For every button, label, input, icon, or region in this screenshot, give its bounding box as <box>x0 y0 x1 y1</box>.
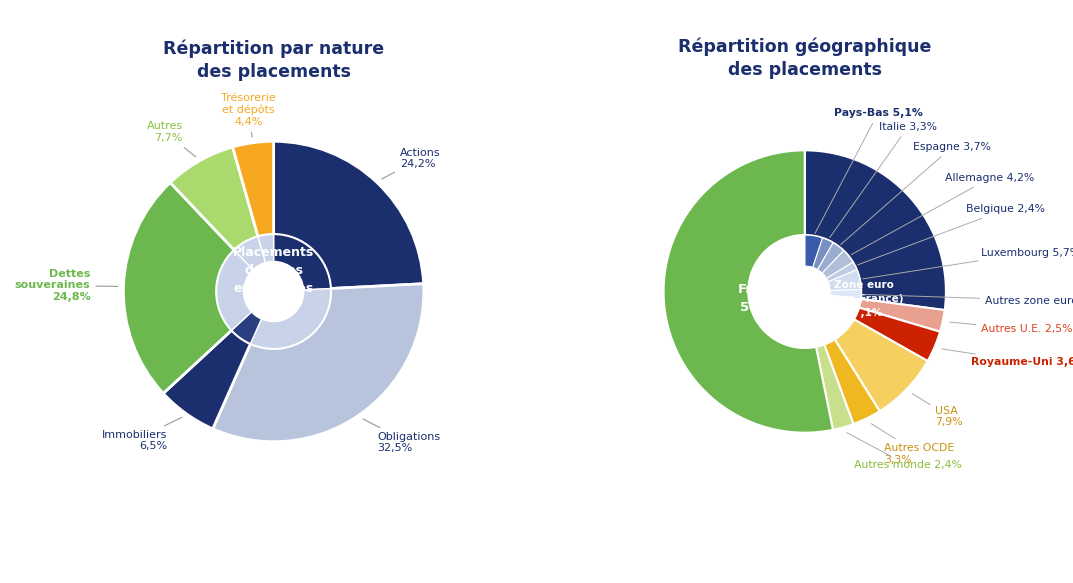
Text: Autres zone euro 2,8%: Autres zone euro 2,8% <box>864 294 1073 305</box>
Text: USA
7,9%: USA 7,9% <box>912 394 962 427</box>
Wedge shape <box>274 234 330 290</box>
Wedge shape <box>829 289 862 300</box>
Text: Pays-Bas 5,1%: Pays-Bas 5,1% <box>815 108 923 233</box>
Wedge shape <box>123 182 234 394</box>
Text: Espagne 3,7%: Espagne 3,7% <box>841 142 991 244</box>
Wedge shape <box>212 284 424 442</box>
Wedge shape <box>828 270 862 290</box>
Wedge shape <box>233 141 274 237</box>
Wedge shape <box>258 234 274 262</box>
Wedge shape <box>748 235 861 348</box>
Wedge shape <box>217 250 253 330</box>
Wedge shape <box>826 262 857 282</box>
Wedge shape <box>818 243 843 273</box>
Text: Obligations
32,5%: Obligations 32,5% <box>363 419 441 454</box>
Wedge shape <box>274 141 424 289</box>
Text: Actions
24,2%: Actions 24,2% <box>382 148 440 179</box>
Text: Luxembourg 5,7%: Luxembourg 5,7% <box>863 248 1073 279</box>
Text: Zone euro
(hors France)
27,1%: Zone euro (hors France) 27,1% <box>825 280 903 318</box>
Wedge shape <box>171 147 258 250</box>
Text: France
53,2%: France 53,2% <box>737 283 788 314</box>
Wedge shape <box>663 150 833 433</box>
Text: Autres monde 2,4%: Autres monde 2,4% <box>847 433 962 470</box>
Wedge shape <box>232 312 262 344</box>
Wedge shape <box>812 238 834 269</box>
Text: Belgique 2,4%: Belgique 2,4% <box>857 205 1045 265</box>
Text: Royaume-Uni 3,6%: Royaume-Uni 3,6% <box>941 349 1073 367</box>
Wedge shape <box>163 330 250 429</box>
Text: Autres
7,7%: Autres 7,7% <box>147 121 195 157</box>
Text: Autres U.E. 2,5%: Autres U.E. 2,5% <box>950 322 1073 334</box>
Wedge shape <box>835 319 927 411</box>
Wedge shape <box>817 345 853 430</box>
Wedge shape <box>805 150 946 310</box>
Wedge shape <box>250 289 330 349</box>
Text: Immobiliers
6,5%: Immobiliers 6,5% <box>102 417 182 451</box>
Text: Répartition par nature
des placements: Répartition par nature des placements <box>163 39 384 81</box>
Text: Autres OCDE
3,3%: Autres OCDE 3,3% <box>871 424 955 465</box>
Wedge shape <box>824 339 880 424</box>
Wedge shape <box>854 308 940 361</box>
Text: Allemagne 4,2%: Allemagne 4,2% <box>851 173 1034 255</box>
Wedge shape <box>858 299 944 332</box>
Text: Placements
dans les
entreprises
63,2%: Placements dans les entreprises 63,2% <box>233 246 314 313</box>
Text: Trésorerie
et dépôts
4,4%: Trésorerie et dépôts 4,4% <box>221 93 276 137</box>
Wedge shape <box>822 251 853 278</box>
Text: Italie 3,3%: Italie 3,3% <box>829 122 937 238</box>
Wedge shape <box>805 235 823 268</box>
Wedge shape <box>234 237 265 270</box>
Text: Dettes
souveraines
24,8%: Dettes souveraines 24,8% <box>15 269 118 302</box>
Text: Répartition géographique
des placements: Répartition géographique des placements <box>678 37 931 79</box>
